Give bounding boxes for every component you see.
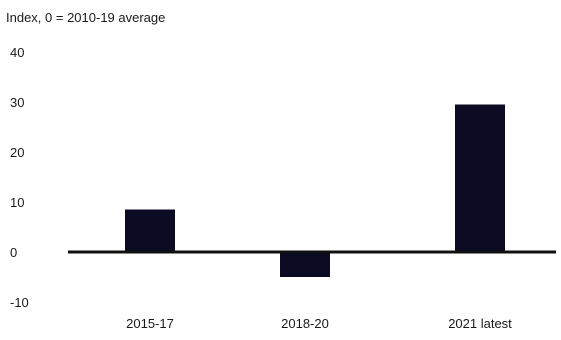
- x-tick-label: 2015-17: [126, 316, 174, 331]
- y-tick-labels: 40 30 20 10 0 -10: [10, 45, 29, 310]
- y-tick-label: 40: [10, 45, 24, 60]
- y-axis-title: Index, 0 = 2010-19 average: [6, 10, 165, 25]
- y-tick-label: 0: [10, 245, 17, 260]
- bar-2018-20: [280, 252, 330, 277]
- bars: [125, 104, 505, 277]
- y-tick-label: -10: [10, 295, 29, 310]
- x-tick-label: 2021 latest: [448, 316, 512, 331]
- y-tick-label: 20: [10, 145, 24, 160]
- y-tick-label: 10: [10, 195, 24, 210]
- y-tick-label: 30: [10, 95, 24, 110]
- bar-2021-latest: [455, 104, 505, 252]
- x-tick-label: 2018-20: [281, 316, 329, 331]
- x-tick-labels: 2015-17 2018-20 2021 latest: [126, 316, 512, 331]
- bar-2015-17: [125, 209, 175, 252]
